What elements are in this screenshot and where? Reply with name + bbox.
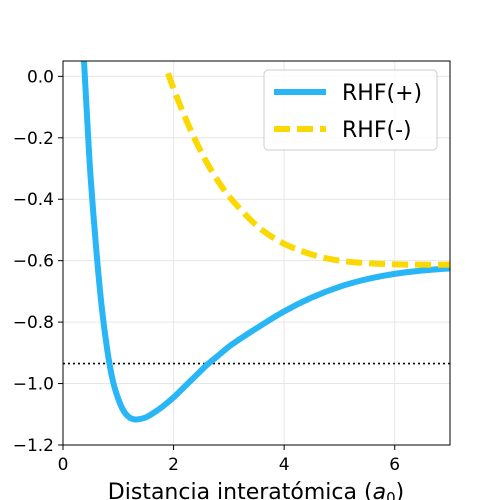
- legend: RHF(+) RHF(-): [263, 69, 438, 151]
- y-tick-label: −0.8: [13, 313, 54, 333]
- series-line-1: [165, 72, 450, 268]
- legend-label-rhf-plus: RHF(+): [342, 81, 422, 106]
- y-tick-label: 0.0: [27, 67, 54, 87]
- tick-layer: 0 2 4 6 0.0 −0.2 −0.4 −0.6 −0.8 −1.0 −1.2: [13, 67, 400, 475]
- x-tick-label: 0: [58, 455, 69, 475]
- plot-frame: [62, 60, 451, 446]
- y-tick-label: −0.4: [13, 190, 54, 210]
- x-tick-label: 6: [389, 455, 400, 475]
- series-layer: [81, 61, 450, 423]
- y-tick-label: −0.2: [13, 129, 54, 149]
- legend-label-rhf-minus: RHF(-): [342, 118, 412, 143]
- series-line-0: [81, 61, 450, 423]
- y-tick-label: −1.2: [13, 436, 54, 456]
- x-tick-label: 2: [168, 455, 179, 475]
- x-axis-label: Distancia interatómica (a0): [108, 480, 404, 500]
- y-tick-label: −1.0: [13, 375, 54, 395]
- x-tick-label: 4: [279, 455, 290, 475]
- y-tick-label: −0.6: [13, 252, 54, 272]
